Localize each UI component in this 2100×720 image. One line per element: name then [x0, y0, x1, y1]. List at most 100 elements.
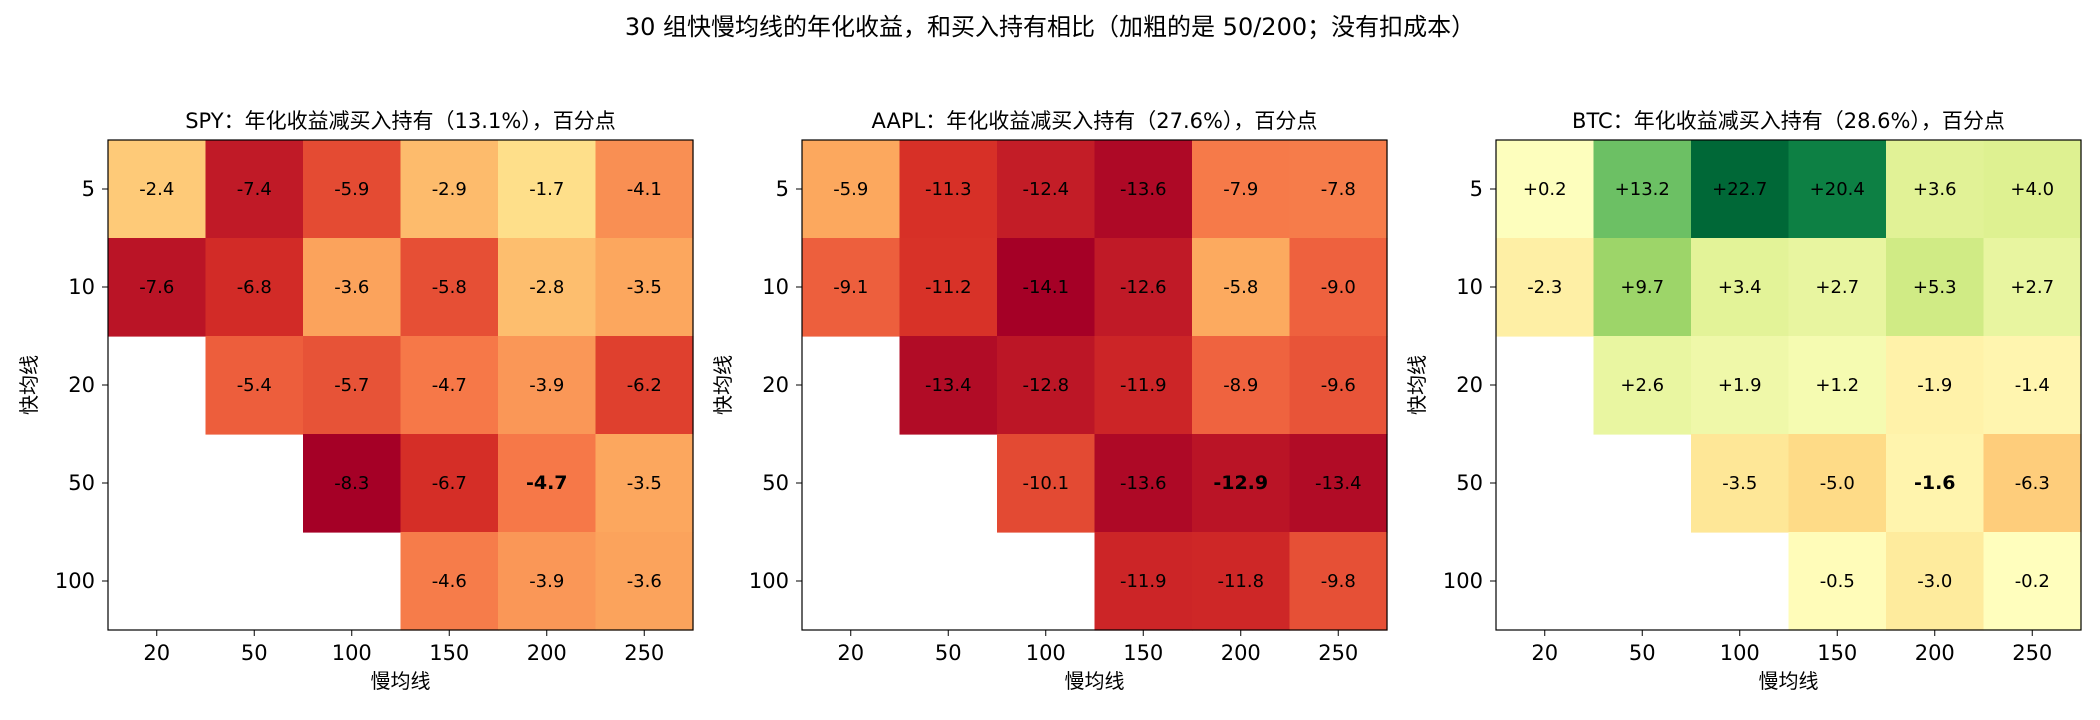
- cell-value-label: +9.7: [1620, 277, 1664, 298]
- cell-value-label: -5.0: [1820, 473, 1855, 494]
- heatmap-cell: [1691, 434, 1790, 533]
- y-axis-label: 快均线: [17, 355, 41, 415]
- cell-value-label: -13.4: [925, 375, 972, 396]
- heatmap-cell: [1192, 336, 1291, 435]
- y-axis-label: 快均线: [711, 355, 735, 415]
- y-tick-label: 100: [749, 569, 789, 593]
- heatmap-cell: [1192, 532, 1291, 631]
- heatmap-cell: [1094, 434, 1193, 533]
- heatmap-cell: [1788, 140, 1887, 239]
- x-tick-label: 20: [837, 641, 864, 665]
- heatmap-cell: [108, 238, 207, 337]
- cell-value-label: -9.8: [1321, 571, 1356, 592]
- heatmap-cell: [498, 140, 597, 239]
- heatmap-cell: [1593, 336, 1692, 435]
- y-tick-label: 10: [762, 275, 789, 299]
- cell-value-label: -9.1: [833, 277, 868, 298]
- y-tick-label: 50: [1456, 471, 1483, 495]
- heatmap-cell: [1886, 140, 1985, 239]
- heatmap-cell: [1094, 532, 1193, 631]
- heatmap-cell: [1788, 434, 1887, 533]
- heatmap-cell: [108, 140, 207, 239]
- cell-value-label: -5.9: [833, 179, 868, 200]
- cell-value-label: -14.1: [1022, 277, 1069, 298]
- cell-value-label: -1.9: [1917, 375, 1952, 396]
- cell-value-label: -11.3: [925, 179, 972, 200]
- heatmap-cell: [1289, 336, 1388, 435]
- y-tick-label: 20: [1456, 373, 1483, 397]
- x-tick-label: 100: [1026, 641, 1066, 665]
- y-tick-label: 10: [68, 275, 95, 299]
- x-axis-label: 慢均线: [1759, 669, 1819, 693]
- y-tick-label: 100: [55, 569, 95, 593]
- panel-title: SPY：年化收益减买入持有（13.1%），百分点: [185, 109, 616, 133]
- heatmap-cell: [997, 434, 1096, 533]
- heatmap-cell: [595, 434, 694, 533]
- heatmap-cell: [303, 140, 402, 239]
- y-tick-label: 5: [1470, 177, 1483, 201]
- cell-value-label: +1.9: [1718, 375, 1762, 396]
- cell-value-label: -7.8: [1321, 179, 1356, 200]
- heatmap-cell: [1691, 336, 1790, 435]
- heatmap-cell: [1289, 140, 1388, 239]
- cell-value-label: -4.7: [432, 375, 467, 396]
- cell-value-label: -10.1: [1022, 473, 1069, 494]
- cell-value-label: -2.9: [432, 179, 467, 200]
- cell-value-label: -13.6: [1120, 179, 1167, 200]
- x-tick-label: 20: [1531, 641, 1558, 665]
- heatmap-cell: [1691, 140, 1790, 239]
- cell-value-label: -1.4: [2015, 375, 2050, 396]
- heatmap-cell: [1886, 238, 1985, 337]
- cell-value-label: -11.9: [1120, 375, 1167, 396]
- heatmap-cell: [997, 336, 1096, 435]
- x-tick-label: 150: [1123, 641, 1163, 665]
- heatmap-cell: [1886, 434, 1985, 533]
- cell-value-label: -3.6: [627, 571, 662, 592]
- heatmap-cell: [205, 336, 304, 435]
- cell-value-label: -0.5: [1820, 571, 1855, 592]
- cell-value-label: +3.4: [1718, 277, 1762, 298]
- cell-value-label: -4.7: [526, 472, 568, 494]
- heatmap-cell: [1289, 434, 1388, 533]
- heatmap-cell: [1788, 336, 1887, 435]
- cell-value-label: +20.4: [1810, 179, 1865, 200]
- cell-value-label: +5.3: [1913, 277, 1957, 298]
- heatmap-cell: [595, 532, 694, 631]
- heatmap-cell: [303, 434, 402, 533]
- cell-value-label: -2.4: [139, 179, 174, 200]
- heatmap-cell: [1094, 238, 1193, 337]
- heatmap-cell: [1983, 238, 2082, 337]
- x-tick-label: 200: [1221, 641, 1261, 665]
- cell-value-label: -9.6: [1321, 375, 1356, 396]
- heatmap-cell: [802, 238, 901, 337]
- heatmap-cell: [595, 140, 694, 239]
- cell-value-label: -8.9: [1223, 375, 1258, 396]
- x-axis-label: 慢均线: [371, 669, 431, 693]
- x-tick-label: 50: [935, 641, 962, 665]
- heatmap-cell: [400, 434, 499, 533]
- cell-value-label: -12.6: [1120, 277, 1167, 298]
- cell-value-label: -7.6: [139, 277, 174, 298]
- cell-value-label: +4.0: [2010, 179, 2054, 200]
- cell-value-label: +13.2: [1615, 179, 1670, 200]
- heatmap-cell: [1886, 336, 1985, 435]
- cell-value-label: -0.2: [2015, 571, 2050, 592]
- heatmap-cell: [205, 140, 304, 239]
- heatmap-cell: [1094, 336, 1193, 435]
- cell-value-label: -3.5: [627, 277, 662, 298]
- heatmap-cell: [997, 140, 1096, 239]
- heatmap-cell: [1788, 532, 1887, 631]
- cell-value-label: -6.8: [237, 277, 272, 298]
- heatmap-cell: [303, 336, 402, 435]
- heatmap-cell: [595, 336, 694, 435]
- heatmap-cell: [1192, 238, 1291, 337]
- y-tick-label: 50: [68, 471, 95, 495]
- x-tick-label: 250: [2012, 641, 2052, 665]
- y-tick-label: 5: [776, 177, 789, 201]
- cell-value-label: -5.8: [1223, 277, 1258, 298]
- y-tick-label: 50: [762, 471, 789, 495]
- heatmap-cell: [498, 532, 597, 631]
- y-tick-label: 100: [1443, 569, 1483, 593]
- heatmap-panel-2: AAPL：年化收益减买入持有（27.6%），百分点 -5.9 -11.3 -12.4 -…: [711, 109, 1388, 693]
- heatmap-cell: [400, 238, 499, 337]
